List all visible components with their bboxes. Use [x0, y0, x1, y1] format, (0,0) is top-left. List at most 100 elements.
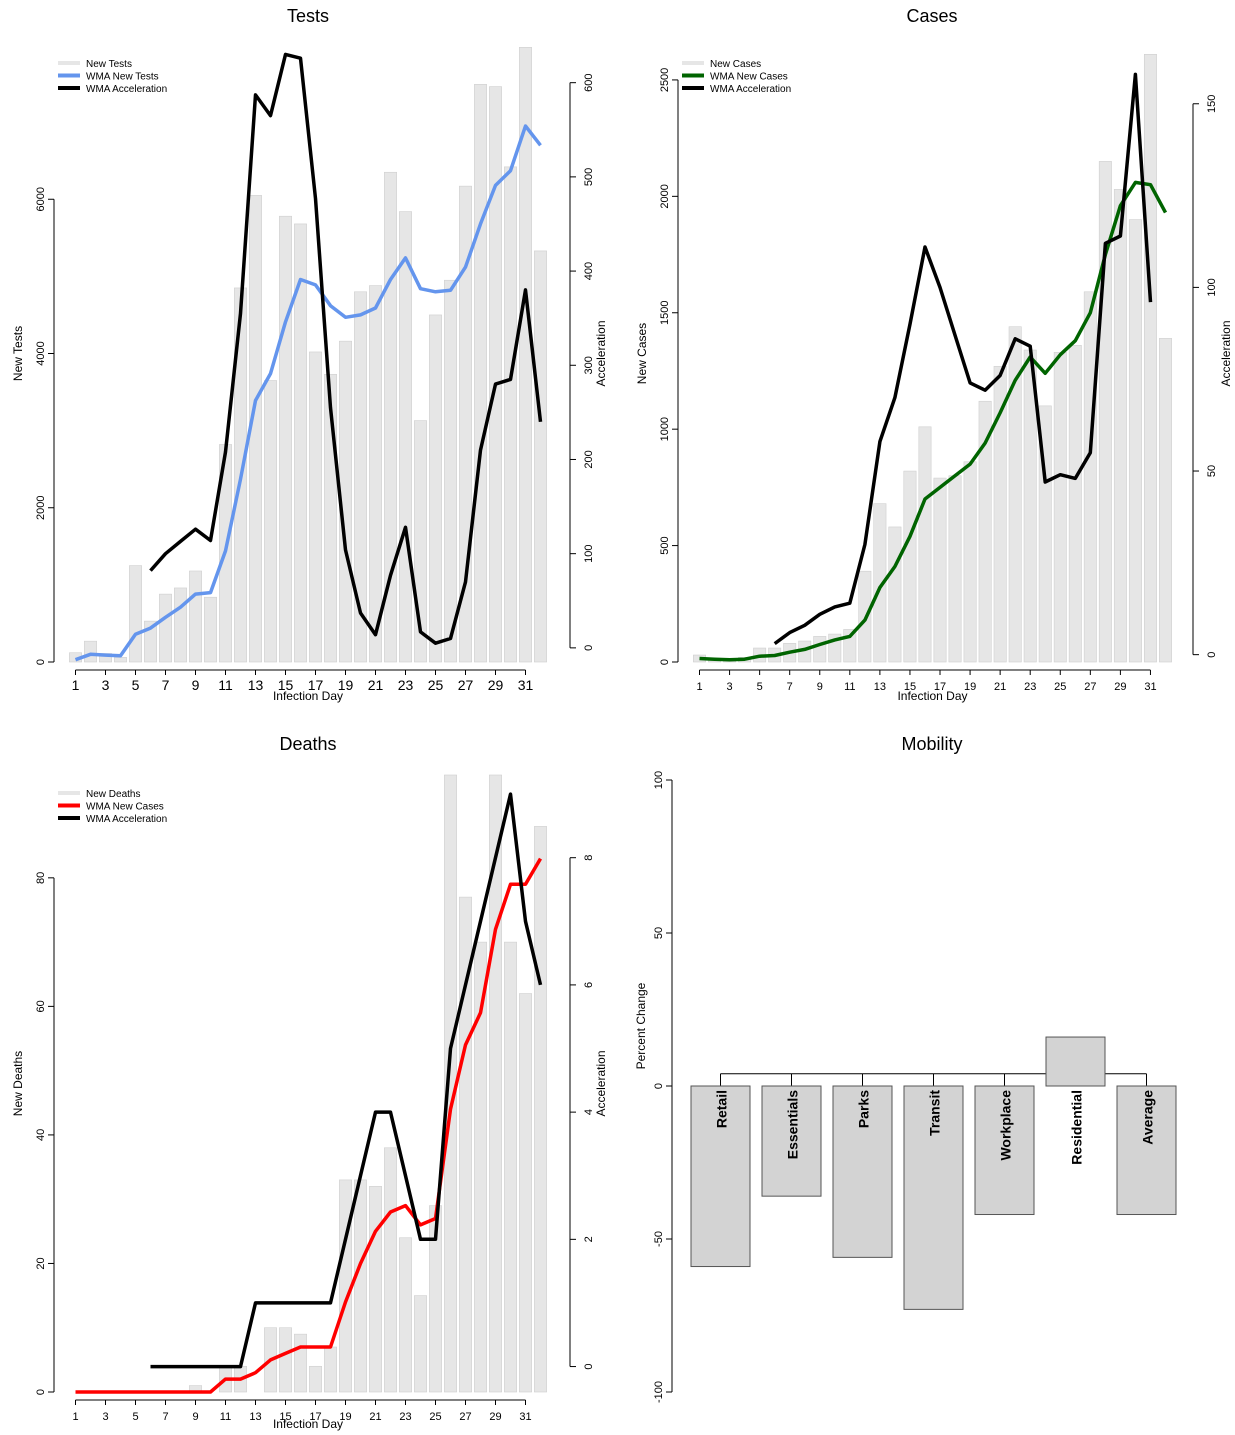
bar	[339, 1179, 352, 1393]
x-tick-label: 23	[399, 1411, 411, 1423]
bar	[534, 826, 547, 1393]
bar	[832, 1085, 893, 1258]
bar	[534, 250, 547, 663]
x-axis-label: Infection Day	[897, 689, 967, 703]
y2-tick-label: 6	[583, 982, 595, 988]
x-tick-label: 1	[72, 677, 80, 693]
x-tick-label: 7	[162, 1411, 168, 1423]
y-tick-label: 6000	[35, 187, 47, 211]
bar	[519, 993, 532, 1393]
series-line	[699, 180, 1168, 662]
series-line	[150, 792, 543, 1369]
bar	[1053, 352, 1067, 663]
y-tick-label: 500	[659, 536, 671, 554]
bar	[414, 1295, 427, 1393]
bar	[963, 461, 977, 663]
x-axis-label: Infection Day	[273, 1417, 343, 1431]
y2-tick-label: 0	[1206, 652, 1218, 658]
y2-tick-label: 50	[1206, 465, 1218, 477]
series-line	[75, 857, 543, 1394]
x-tick-label: 9	[192, 1411, 198, 1423]
x-tick-label: 15	[278, 677, 294, 693]
y-axis-label: New Cases	[635, 323, 649, 384]
bar	[1083, 291, 1097, 663]
legend-label: WMA New Cases	[86, 802, 164, 813]
y2-tick-label: 150	[1206, 95, 1218, 113]
x-tick-label: 3	[727, 681, 733, 693]
bar	[690, 1085, 751, 1268]
y-tick-label: 2000	[659, 184, 671, 208]
x-tick-label: 29	[488, 677, 504, 693]
y2-tick-label: 100	[1206, 278, 1218, 296]
bar	[1128, 219, 1142, 663]
legend-label: WMA New Tests	[86, 72, 159, 83]
y-tick-label: 100	[653, 771, 665, 789]
bar	[384, 1147, 397, 1393]
y2-axis-label: Acceleration	[594, 320, 608, 386]
bar	[504, 941, 517, 1393]
bar	[504, 166, 517, 663]
y2-tick-label: 8	[583, 855, 595, 861]
x-tick-label: 11	[220, 1411, 231, 1423]
y-tick-label: 2500	[659, 68, 671, 92]
bar	[354, 1179, 367, 1393]
y2-tick-label: 4	[583, 1109, 595, 1115]
legend-label: New Deaths	[86, 789, 140, 800]
bar	[354, 291, 367, 663]
series-line	[773, 72, 1153, 646]
bar	[974, 1085, 1035, 1216]
x-tick-label: 1	[696, 681, 702, 693]
y-tick-label: 0	[653, 1083, 665, 1089]
bar	[84, 640, 97, 663]
bar	[114, 657, 127, 663]
panel-title: Deaths	[279, 734, 336, 754]
category-label: Essentials	[785, 1090, 801, 1159]
x-tick-label: 29	[1114, 681, 1126, 693]
y2-tick-label: 200	[583, 450, 595, 468]
bar	[873, 503, 887, 663]
y2-tick-label: 400	[583, 262, 595, 280]
bar	[761, 1085, 822, 1197]
y-axis-label: Percent Change	[634, 982, 648, 1069]
bar	[459, 896, 472, 1393]
panel-cases: Cases 0 500 1000 1500 2000 2500 New Cases 0 50 100…	[635, 6, 1233, 703]
x-tick-label: 13	[249, 1411, 261, 1423]
bar	[1143, 54, 1157, 663]
bar	[978, 400, 992, 663]
bar	[264, 380, 277, 663]
bar	[903, 470, 917, 663]
panel-title: Mobility	[901, 734, 962, 754]
panel-title: Cases	[906, 6, 957, 26]
x-tick-label: 5	[132, 677, 140, 693]
x-tick-label: 23	[1024, 681, 1036, 693]
x-tick-label: 9	[817, 681, 823, 693]
x-tick-label: 31	[518, 677, 534, 693]
y-tick-label: 0	[35, 1389, 47, 1395]
bar	[294, 1333, 307, 1393]
x-tick-label: 17	[309, 1411, 321, 1423]
legend-label: WMA Acceleration	[710, 84, 791, 95]
y2-axis-label: Acceleration	[1219, 320, 1233, 386]
bar	[1068, 345, 1082, 663]
bar	[1113, 189, 1127, 663]
bar	[324, 1346, 337, 1393]
bar	[429, 314, 442, 663]
bar	[1008, 326, 1022, 663]
y2-tick-label: 0	[583, 1363, 595, 1369]
bar	[888, 526, 902, 663]
panel-mobility: Mobility 100 50 0 -50 -100 Percent Change Retai…	[634, 734, 1177, 1403]
x-tick-label: 31	[1144, 681, 1156, 693]
y2-tick-label: 0	[583, 645, 595, 651]
x-tick-label: 1	[72, 1411, 78, 1423]
x-tick-label: 9	[192, 677, 200, 693]
y-tick-label: 4000	[35, 341, 47, 365]
x-tick-label: 29	[489, 1411, 501, 1423]
y-tick-label: -100	[653, 1381, 665, 1403]
x-tick-label: 7	[787, 681, 793, 693]
category-label: Average	[1140, 1090, 1156, 1145]
bar	[474, 84, 487, 663]
x-tick-label: 25	[429, 1411, 441, 1423]
y2-tick-label: 2	[583, 1236, 595, 1242]
y2-tick-label: 600	[583, 73, 595, 91]
